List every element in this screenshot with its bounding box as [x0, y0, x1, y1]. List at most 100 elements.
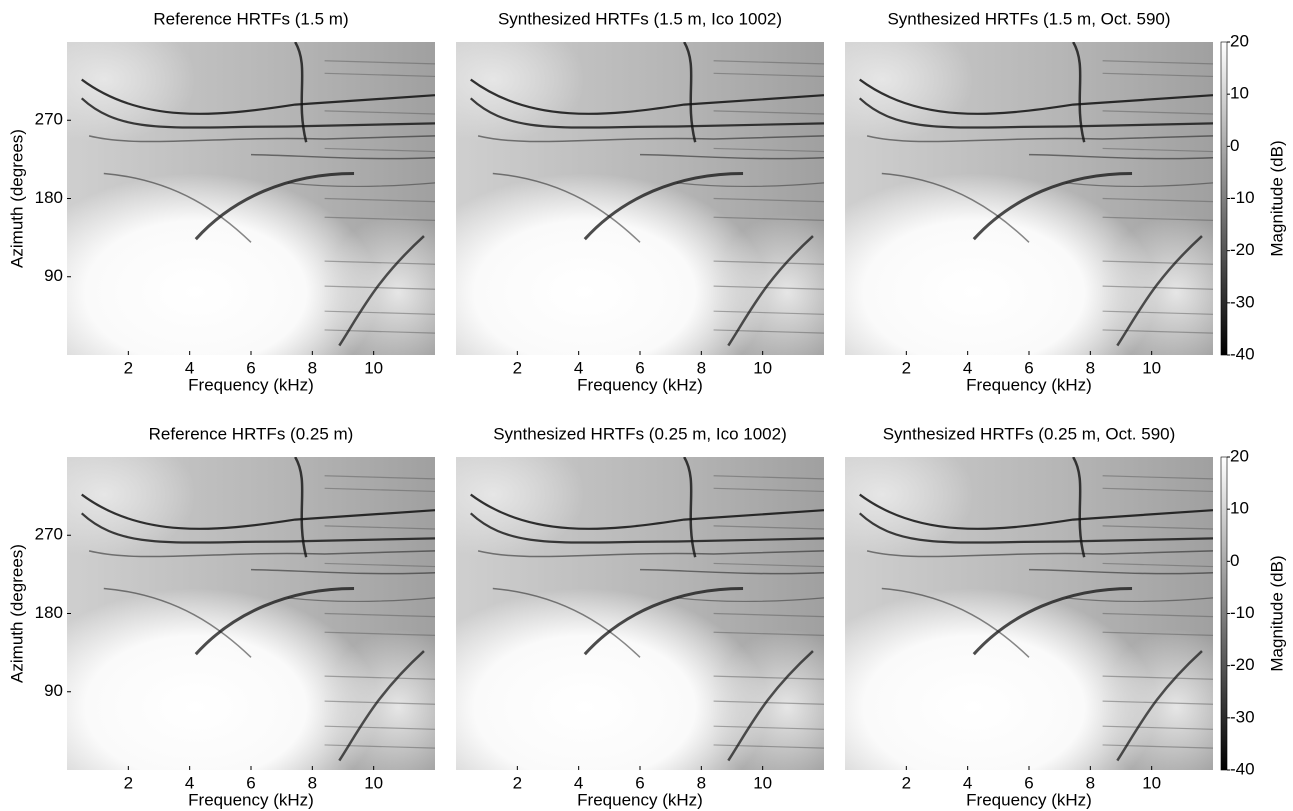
heatmap-stripe [325, 111, 435, 114]
heatmap-ridge [471, 98, 824, 127]
x-tick-label: 6 [1024, 358, 1033, 377]
heatmap-ridge [251, 155, 435, 159]
heatmap-ridge [728, 651, 813, 761]
heatmap-stripe [325, 676, 435, 679]
heatmap-stripe [325, 632, 435, 635]
x-tick-label: 10 [1142, 358, 1161, 377]
heatmap-stripe [325, 701, 435, 704]
heatmap-stripe [714, 632, 824, 635]
heatmap-ridge [1066, 598, 1213, 602]
heatmap-ridge [882, 173, 1029, 242]
heatmap-stripe [714, 311, 824, 314]
x-tick-label: 10 [364, 773, 383, 792]
x-tick-label: 10 [753, 358, 772, 377]
heatmap-stripe [714, 476, 824, 479]
heatmap-ridge [1073, 457, 1084, 557]
heatmap-stripe [714, 745, 824, 748]
heatmap-stripe [1103, 61, 1213, 64]
heatmap-light [324, 629, 435, 770]
heatmap-stripe [714, 199, 824, 202]
heatmap-ridge [339, 236, 424, 346]
x-tick-label: 6 [635, 358, 644, 377]
x-tick-label: 6 [246, 358, 255, 377]
y-tick-label: 270 [35, 110, 63, 129]
x-axis-label: Frequency (kHz) [966, 790, 1092, 809]
heatmap-stripe [325, 726, 435, 729]
x-tick-label: 10 [753, 773, 772, 792]
y-tick-label: 90 [44, 681, 63, 700]
heatmap-stripe [325, 61, 435, 64]
x-tick-label: 10 [1142, 773, 1161, 792]
panel-title: Synthesized HRTFs (1.5 m, Oct. 590) [887, 9, 1170, 28]
heatmap-light [456, 173, 769, 355]
heatmap-ridge [493, 173, 640, 242]
heatmap-stripe [1103, 148, 1213, 151]
x-axis-label: Frequency (kHz) [577, 375, 703, 394]
heatmap-stripe [325, 488, 435, 491]
y-axis-label: Azimuth (degrees) [7, 129, 26, 268]
heatmap-light [1102, 214, 1213, 355]
colorbar-label: Magnitude (dB) [1267, 140, 1286, 256]
heatmap-stripe [325, 745, 435, 748]
colorbar-label: Magnitude (dB) [1267, 555, 1286, 671]
heatmap-ridge [1066, 183, 1213, 187]
heatmap-light [713, 214, 824, 355]
heatmap-light [845, 173, 1158, 355]
x-tick-label: 8 [1086, 358, 1095, 377]
heatmap-ridge [684, 42, 695, 142]
heatmap-light [845, 588, 1158, 770]
colorbar-tick-label: -30 [1230, 292, 1255, 311]
heatmap-light [456, 42, 585, 143]
heatmap-stripe [1103, 488, 1213, 491]
x-axis-label: Frequency (kHz) [188, 790, 314, 809]
heatmap-ridge [860, 495, 1213, 529]
heatmap-stripe [1103, 676, 1213, 679]
heatmap-stripe [714, 261, 824, 264]
heatmap-stripe [714, 217, 824, 220]
heatmap-ridge [640, 570, 824, 574]
heatmap-ridge [478, 551, 824, 557]
x-tick-label: 4 [185, 358, 194, 377]
heatmap-ridge [493, 588, 640, 657]
heatmap-light [456, 588, 769, 770]
heatmap-ridge [640, 155, 824, 159]
heatmap-ridge [728, 236, 813, 346]
x-tick-label: 8 [308, 358, 317, 377]
heatmap-stripe [714, 286, 824, 289]
heatmap-ridge [295, 457, 306, 557]
heatmap-ridge [104, 173, 251, 242]
colorbar-tick-label: 10 [1230, 84, 1249, 103]
heatmap-stripe [1103, 701, 1213, 704]
heatmap-ridge [867, 551, 1213, 557]
heatmap-ridge [288, 598, 435, 602]
heatmap-light [1102, 629, 1213, 770]
heatmap-ridge [196, 173, 354, 239]
heatmap-stripe [325, 614, 435, 617]
colorbar-tick-label: -10 [1230, 603, 1255, 622]
heatmap-ridge [1073, 42, 1084, 142]
heatmap-light [67, 42, 196, 143]
heatmap-ridge [677, 183, 824, 187]
heatmap-ridge [860, 513, 1213, 542]
heatmap-stripe [1103, 563, 1213, 566]
heatmap-stripe [714, 488, 824, 491]
heatmap-light [67, 173, 380, 355]
colorbar [1220, 456, 1228, 771]
heatmap-light [456, 457, 585, 558]
heatmap-ridge [196, 588, 354, 654]
x-tick-label: 10 [364, 358, 383, 377]
x-axis-label: Frequency (kHz) [188, 375, 314, 394]
colorbar-tick-label: 20 [1230, 31, 1249, 50]
x-tick-label: 6 [635, 773, 644, 792]
x-tick-label: 6 [1024, 773, 1033, 792]
heatmap-stripe [325, 286, 435, 289]
heatmap-stripe [714, 526, 824, 529]
heatmap-ridge [677, 598, 824, 602]
heatmap-ridge [684, 457, 695, 557]
colorbar-tick-label: -20 [1230, 240, 1255, 259]
colorbar-tick-label: 0 [1230, 136, 1239, 155]
heatmap-stripe [714, 148, 824, 151]
heatmap-stripe [325, 217, 435, 220]
x-tick-label: 4 [963, 773, 972, 792]
